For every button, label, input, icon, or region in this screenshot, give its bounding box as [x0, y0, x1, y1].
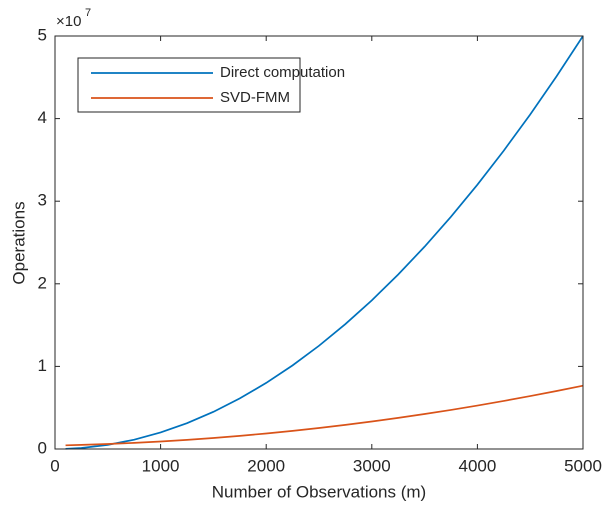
- series-line: [65, 35, 584, 450]
- x-tick-label: 4000: [458, 456, 496, 475]
- y-axis-label: Operations: [9, 201, 28, 284]
- y-tick-label: 0: [38, 438, 47, 457]
- y-tick-label: 2: [38, 273, 47, 292]
- series-line: [65, 384, 584, 447]
- y-multiplier: ×10: [56, 13, 81, 30]
- x-tick-label: 1000: [142, 456, 180, 475]
- x-tick-label: 0: [50, 456, 59, 475]
- x-tick-label: 2000: [247, 456, 285, 475]
- y-tick-label: 1: [38, 356, 47, 375]
- x-tick-label: 3000: [353, 456, 391, 475]
- x-tick-label: 5000: [564, 456, 602, 475]
- y-multiplier-power: 7: [85, 7, 91, 19]
- legend-label: SVD-FMM: [220, 89, 290, 106]
- axes-box: [54, 35, 584, 450]
- legend-box: [77, 57, 301, 113]
- x-axis-label: Number of Observations (m): [212, 482, 426, 501]
- legend-label: Direct computation: [220, 64, 345, 81]
- y-tick-label: 5: [38, 25, 47, 44]
- y-tick-label: 3: [38, 191, 47, 210]
- y-tick-label: 4: [38, 108, 47, 127]
